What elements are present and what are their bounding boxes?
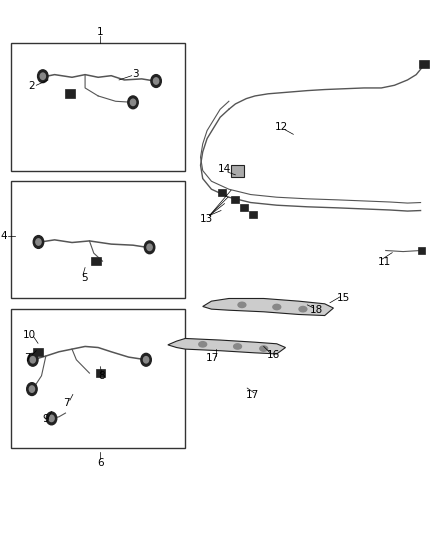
Text: 5: 5 [81, 273, 88, 282]
Circle shape [40, 73, 46, 79]
Bar [419, 60, 429, 68]
Circle shape [131, 99, 136, 106]
Bar [11, 43, 185, 171]
Bar [33, 348, 43, 356]
Circle shape [49, 415, 54, 422]
Circle shape [33, 236, 44, 248]
Text: 6: 6 [97, 458, 104, 468]
Ellipse shape [199, 342, 207, 347]
Text: 18: 18 [310, 305, 324, 315]
Text: 10: 10 [23, 330, 36, 340]
Bar [240, 204, 248, 211]
Bar [219, 189, 226, 196]
Bar [418, 247, 425, 254]
Circle shape [38, 70, 48, 83]
Circle shape [153, 78, 159, 84]
Bar [11, 309, 185, 448]
Circle shape [145, 241, 155, 254]
Circle shape [30, 357, 35, 363]
Circle shape [29, 386, 35, 392]
Bar [249, 211, 257, 217]
Circle shape [141, 353, 151, 366]
Circle shape [28, 353, 38, 366]
Text: 2: 2 [28, 82, 35, 91]
Bar [91, 257, 101, 265]
Text: 12: 12 [275, 122, 288, 132]
Bar [65, 89, 74, 98]
Text: 15: 15 [336, 293, 350, 303]
Text: 8: 8 [98, 371, 105, 381]
Text: 14: 14 [218, 165, 231, 174]
Ellipse shape [260, 346, 268, 351]
Text: 4: 4 [0, 231, 7, 240]
Circle shape [151, 75, 161, 87]
Text: 13: 13 [200, 214, 213, 223]
Ellipse shape [233, 344, 241, 349]
Circle shape [128, 96, 138, 109]
Text: 16: 16 [267, 350, 280, 360]
Text: 17: 17 [246, 391, 259, 400]
Bar [95, 369, 105, 377]
Circle shape [36, 239, 41, 245]
Polygon shape [168, 338, 286, 354]
Text: 17: 17 [206, 353, 219, 363]
Circle shape [144, 357, 148, 363]
Text: 7: 7 [24, 353, 31, 363]
Ellipse shape [238, 302, 246, 308]
Bar [231, 165, 244, 177]
Text: 11: 11 [378, 257, 392, 267]
Text: 3: 3 [132, 69, 138, 78]
Text: 9: 9 [42, 415, 49, 424]
Circle shape [46, 412, 57, 425]
Text: 1: 1 [97, 27, 104, 37]
Ellipse shape [299, 306, 307, 312]
Bar [231, 196, 239, 203]
Circle shape [27, 383, 37, 395]
Bar [11, 181, 185, 298]
Ellipse shape [273, 304, 281, 310]
Circle shape [147, 244, 152, 251]
Text: 7: 7 [64, 398, 70, 408]
Polygon shape [203, 298, 333, 316]
